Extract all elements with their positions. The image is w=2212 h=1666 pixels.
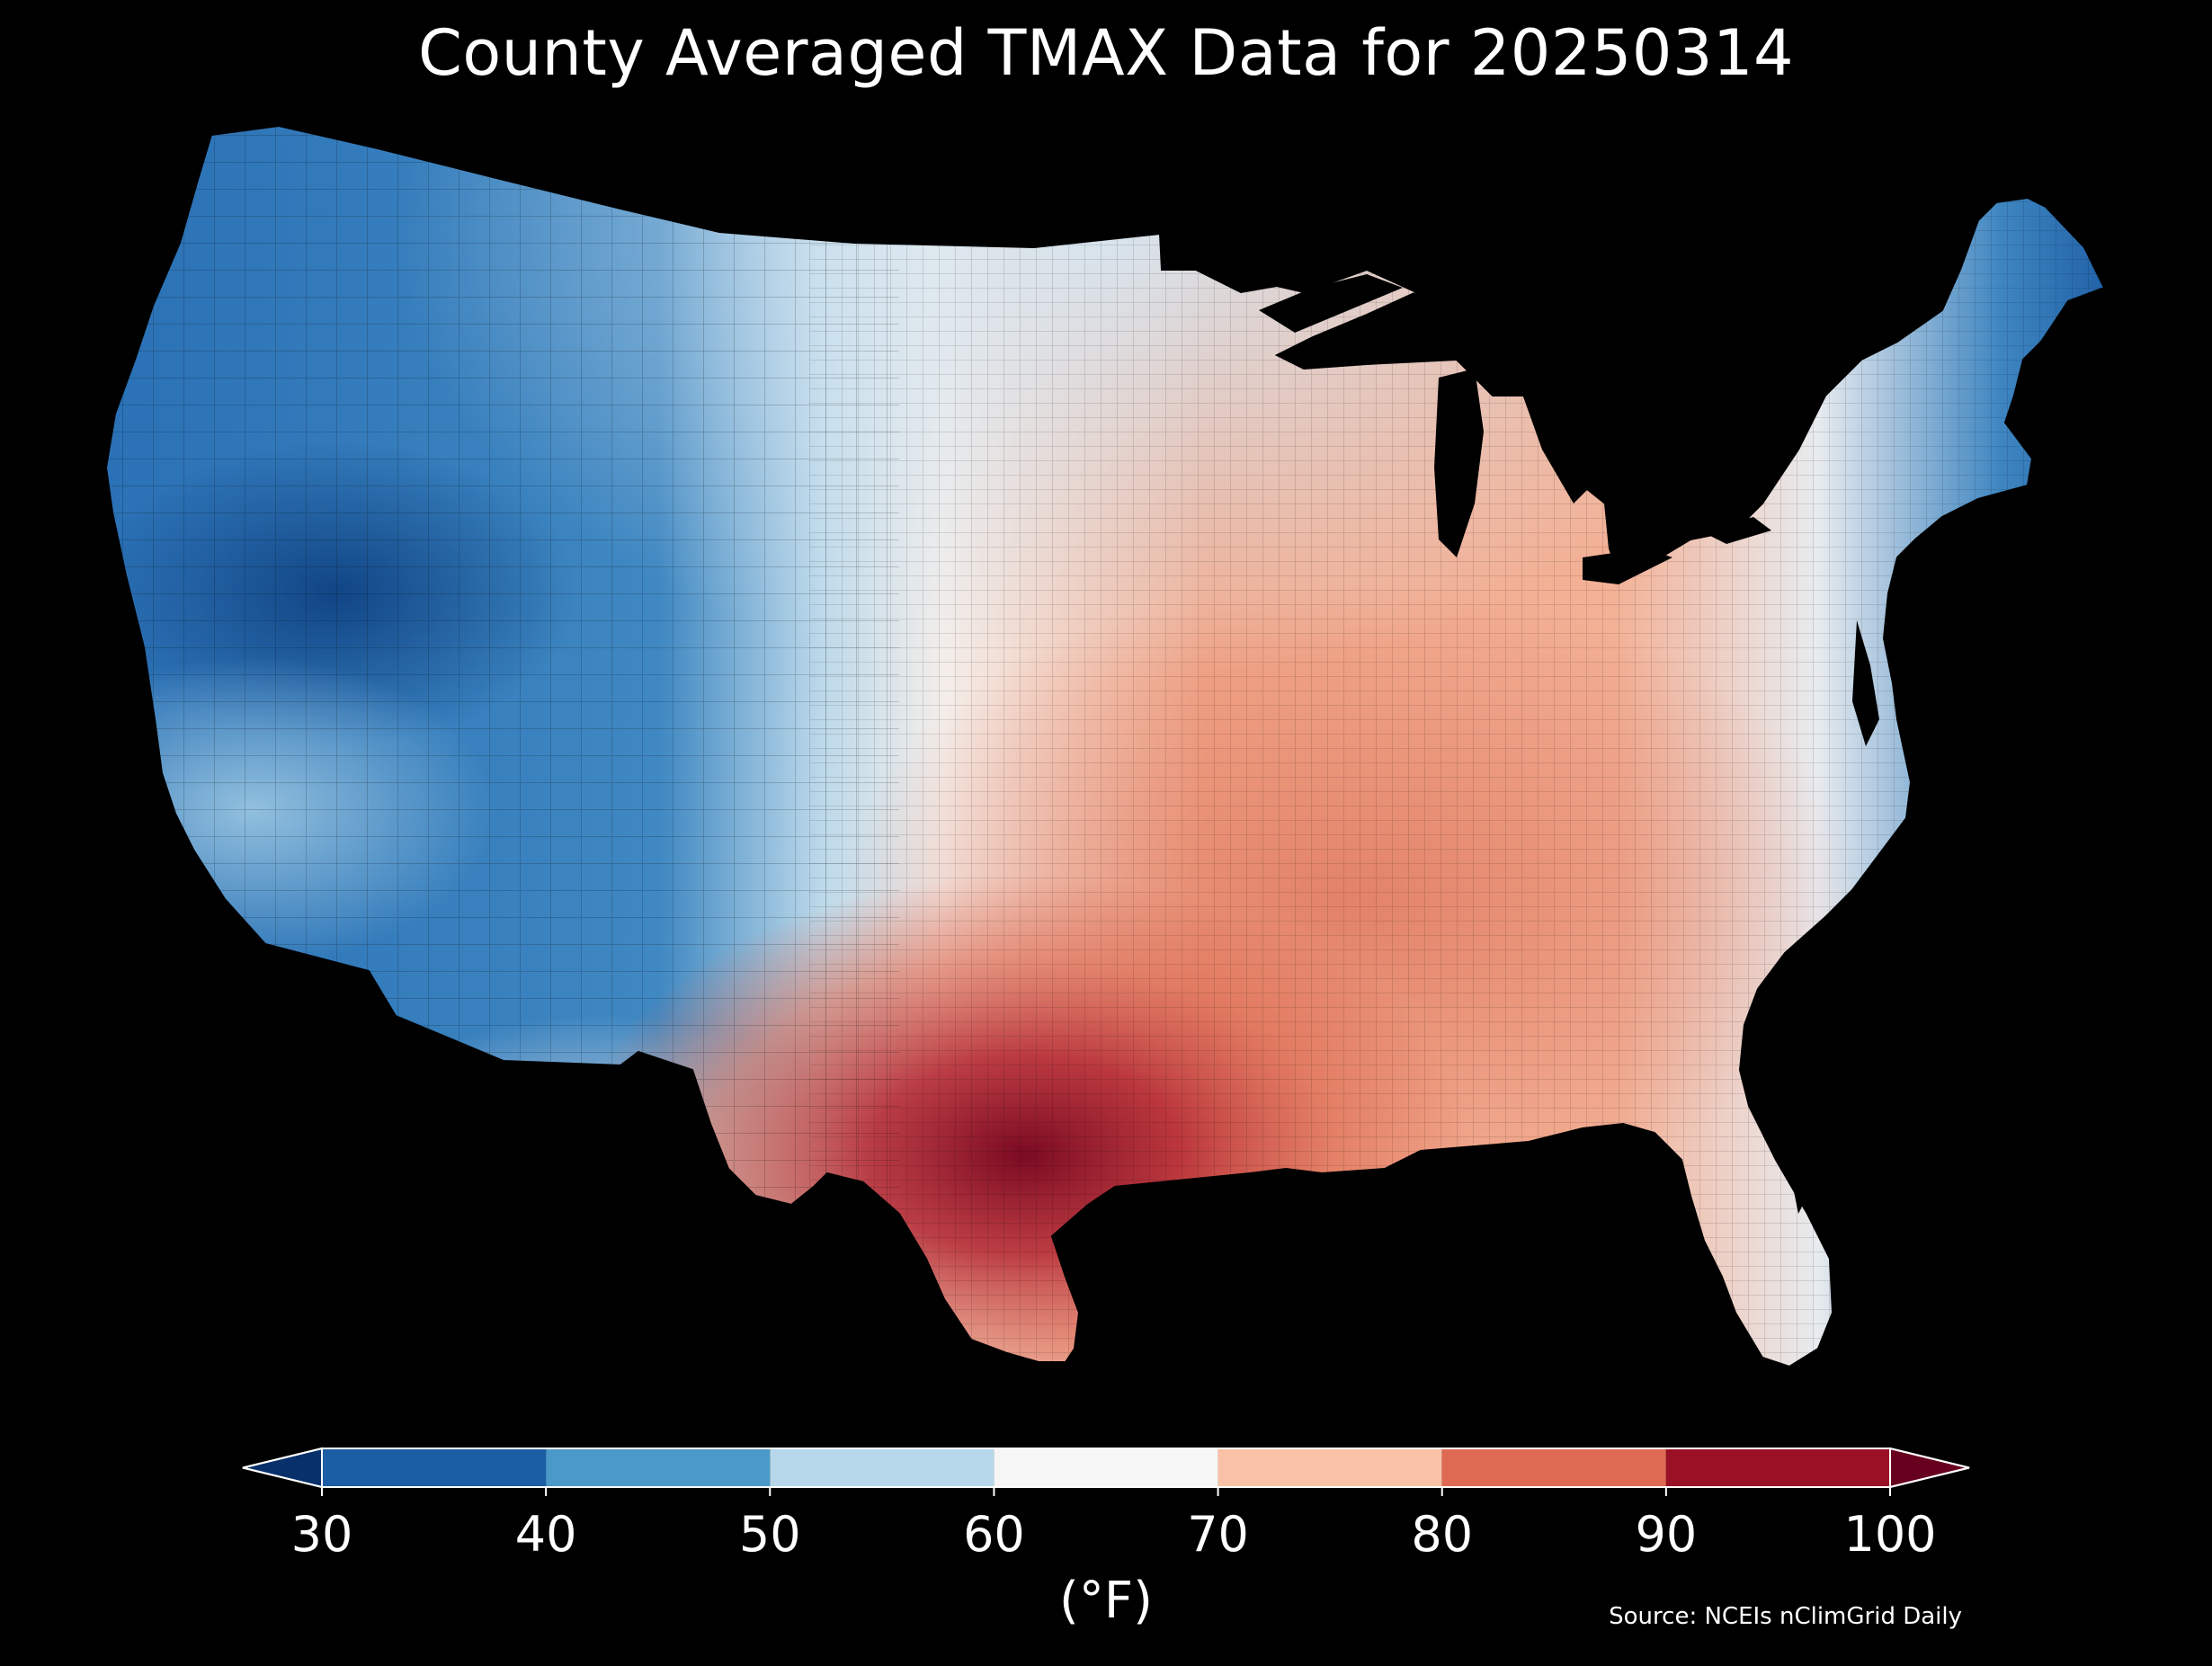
colorbar-tick-label: 90 [1635, 1506, 1698, 1563]
map-title: County Averaged TMAX Data for 20250314 [417, 16, 1795, 90]
colorbar-tick-label: 60 [963, 1506, 1025, 1563]
colorbar-under-arrow [242, 1447, 323, 1489]
colorbar-tick-label: 100 [1843, 1506, 1937, 1563]
colorbar-bin-3 [994, 1448, 1218, 1487]
colorbar-tick-label: 30 [290, 1506, 353, 1563]
colorbar-tick-label: 70 [1187, 1506, 1249, 1563]
colorbar-tick-label: 50 [738, 1506, 801, 1563]
colorbar-bin-6 [1665, 1448, 1890, 1487]
colorbar-unit-label: (°F) [1059, 1572, 1153, 1630]
colorbar-bin-1 [546, 1448, 771, 1487]
great-lakes [1259, 274, 1771, 584]
colorbar-outline [242, 1448, 1970, 1488]
coastal-bays [1789, 620, 1879, 1214]
colorbar-bin-5 [1441, 1448, 1666, 1487]
colorbar-tick-label: 40 [514, 1506, 577, 1563]
colorbar-over-arrow [1889, 1447, 1970, 1489]
colorbar-tick-label: 80 [1411, 1506, 1474, 1563]
colorbar-bin-0 [322, 1448, 547, 1487]
source-credit: Source: NCEIs nClimGrid Daily [1609, 1603, 1962, 1630]
conus-county-map [105, 125, 2105, 1368]
colorbar-bin-4 [1217, 1448, 1442, 1487]
colorbar-bin-2 [770, 1448, 995, 1487]
